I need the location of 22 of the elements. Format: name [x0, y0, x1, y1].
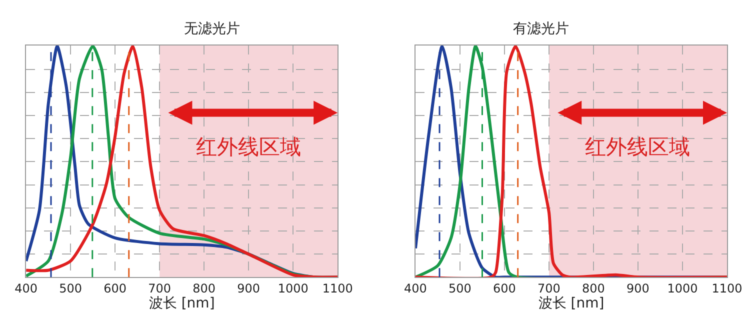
- x-tick-label: 1100: [712, 282, 742, 296]
- x-axis-title: 波长 [nm]: [538, 296, 604, 312]
- x-axis-title: 波长 [nm]: [148, 296, 215, 312]
- x-tick-label: 1000: [278, 282, 308, 296]
- x-tick-label: 400: [404, 282, 427, 296]
- x-tick-label: 700: [148, 282, 172, 296]
- x-tick-label: 700: [538, 282, 560, 296]
- chart-title: 有滤光片: [513, 21, 569, 37]
- x-tick-label: 500: [59, 282, 82, 296]
- band-label: 红外线区域: [585, 135, 690, 159]
- x-tick-label: 1000: [667, 282, 698, 296]
- x-tick-label: 600: [104, 282, 127, 296]
- x-tick-label: 800: [192, 282, 216, 296]
- x-tick-label: 500: [448, 282, 472, 296]
- x-tick-label: 400: [14, 282, 38, 296]
- x-tick-label: 1100: [322, 282, 353, 296]
- x-tick-label: 800: [582, 282, 605, 296]
- x-tick-label: 900: [626, 282, 650, 296]
- x-tick-label: 900: [237, 282, 260, 296]
- band-label: 红外线区域: [196, 135, 301, 159]
- x-tick-label: 600: [493, 282, 516, 296]
- chart-title: 无滤光片: [184, 21, 240, 37]
